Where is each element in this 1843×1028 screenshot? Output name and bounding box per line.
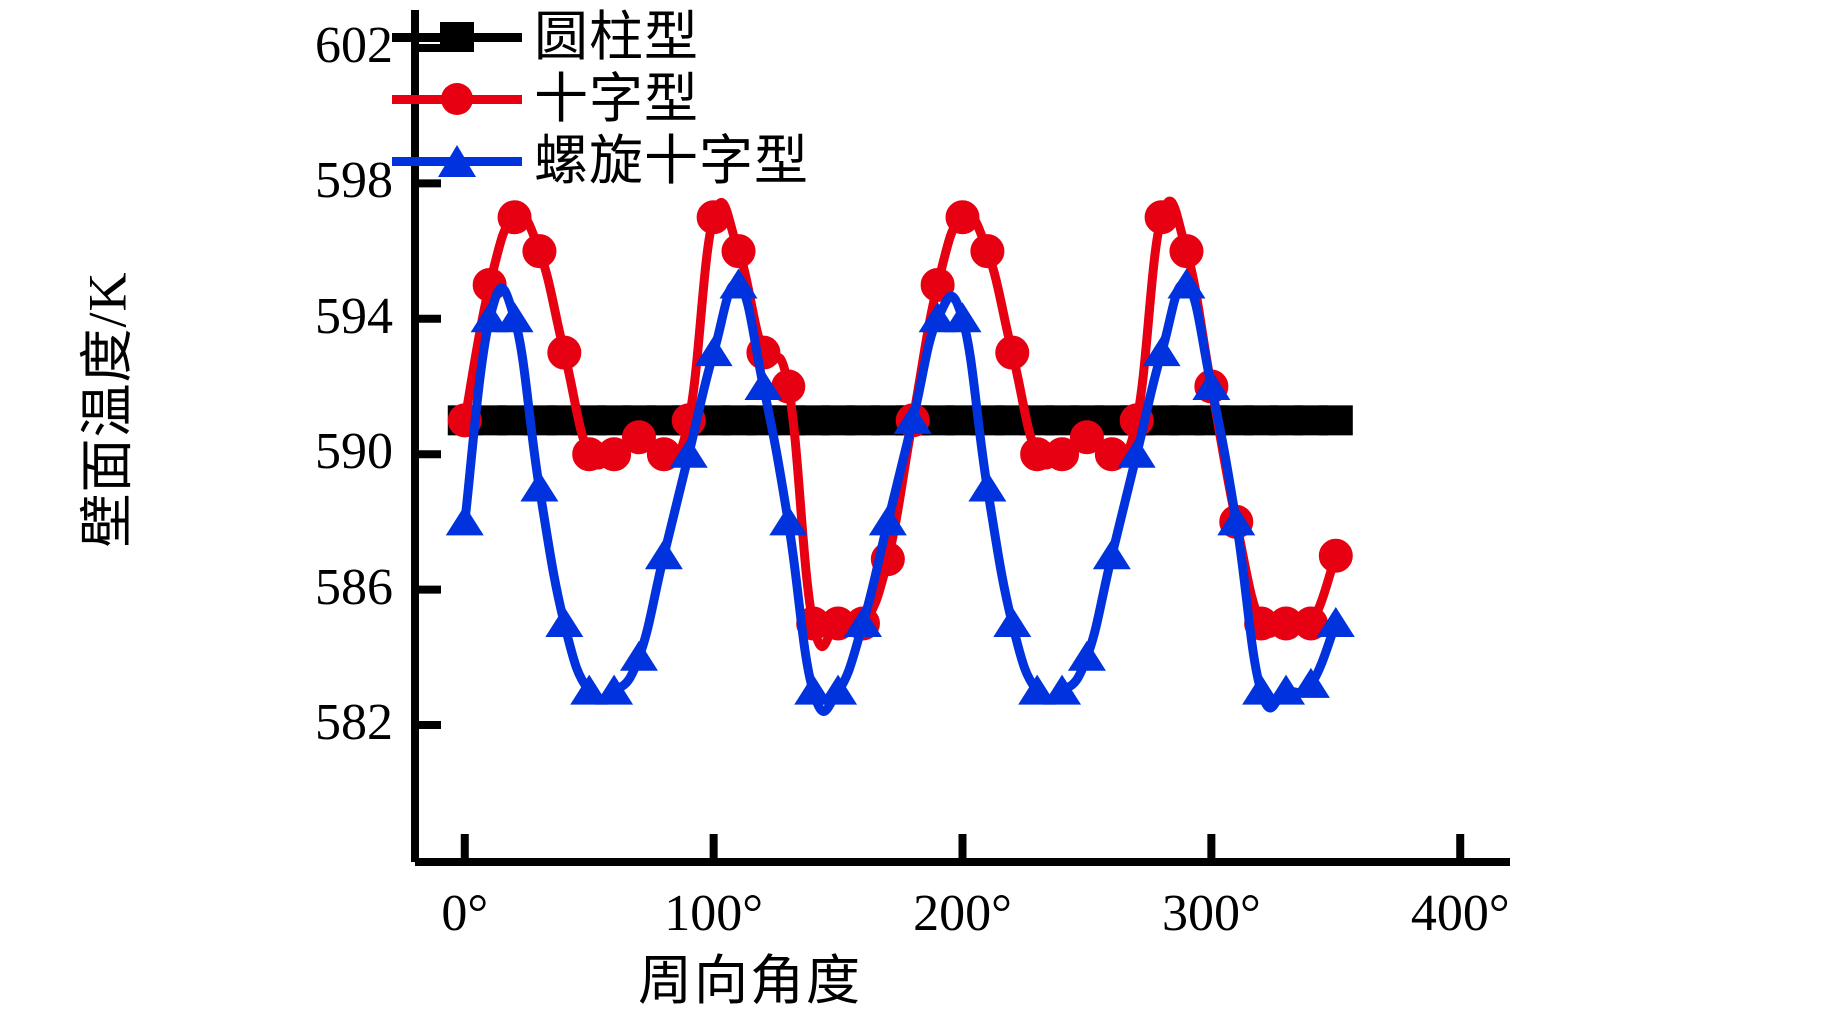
x-tick-label: 100° [664,885,764,942]
y-tick-label: 602 [315,17,393,74]
chart-legend: 圆柱型 十字型 螺旋十字型 [392,6,952,192]
x-tick-label: 0° [441,885,489,942]
square-marker-icon [440,22,474,52]
y-tick-label: 598 [315,152,393,210]
y-tick-label: 582 [315,694,393,751]
x-tick-label: 300° [1161,885,1261,942]
legend-item-spiral-cross[interactable]: 螺旋十字型 [392,130,952,192]
y-tick-label: 590 [315,423,393,481]
legend-label-cylinder: 圆柱型 [534,7,699,67]
legend-key-cylinder [392,17,522,57]
y-tick-label: 594 [315,287,393,345]
series-triangle [445,268,1355,716]
triangle-marker-icon [438,145,476,177]
legend-item-cylinder[interactable]: 圆柱型 [392,6,952,68]
legend-label-cross: 十字型 [534,69,699,129]
legend-item-cross[interactable]: 十字型 [392,68,952,130]
legend-label-spiral-cross: 螺旋十字型 [534,131,809,191]
circle-marker-icon [441,83,473,115]
x-axis-title: 周向角度 [638,951,862,1011]
legend-key-cross [392,79,522,119]
x-tick-label: 200° [913,885,1012,942]
x-tick-label: 400° [1410,885,1510,942]
y-axis-title: 壁面温度/K [77,271,138,548]
y-tick-label: 586 [315,558,393,616]
legend-key-spiral-cross [392,141,522,181]
